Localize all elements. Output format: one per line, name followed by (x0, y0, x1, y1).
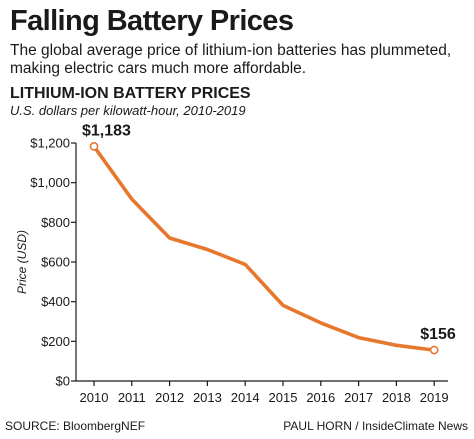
y-tick-label: $600 (41, 255, 70, 270)
data-label: $1,183 (82, 122, 131, 139)
x-tick-label: 2010 (80, 390, 109, 405)
y-tick-label: $800 (41, 215, 70, 230)
y-tick-label: $400 (41, 294, 70, 309)
y-tick-label: $200 (41, 334, 70, 349)
y-tick-label: $1,200 (30, 136, 70, 151)
data-point-marker (429, 345, 439, 355)
data-point-marker (89, 141, 99, 151)
data-label: $156 (420, 326, 456, 343)
x-tick-label: 2011 (118, 390, 146, 405)
x-tick-label: 2012 (155, 390, 184, 405)
source-credit: SOURCE: BloombergNEF (5, 419, 146, 433)
x-tick-label: 2016 (306, 390, 335, 405)
x-tick-label: 2017 (344, 390, 373, 405)
chart-title: LITHIUM-ION BATTERY PRICES (10, 85, 251, 102)
headline: Falling Battery Prices (10, 5, 294, 37)
y-tick-label: $0 (56, 374, 70, 389)
x-tick-label: 2013 (193, 390, 222, 405)
x-tick-label: 2015 (269, 390, 298, 405)
price-series-line (92, 144, 437, 352)
subhead: The global average price of lithium-ion … (10, 42, 452, 77)
x-tick-label: 2014 (231, 390, 260, 405)
y-tick-label: $1,000 (30, 175, 70, 190)
chart-subtitle: U.S. dollars per kilowatt-hour, 2010-201… (10, 103, 246, 118)
y-axis-title: Price (USD) (15, 230, 29, 294)
line-chart: $0 $200 $400 $600 $800 $1,000 $1,200 2010 2011 20… (15, 122, 456, 405)
x-tick-label: 2019 (420, 390, 449, 405)
x-tick-label: 2018 (382, 390, 411, 405)
author-credit: PAUL HORN / InsideClimate News (283, 419, 468, 433)
